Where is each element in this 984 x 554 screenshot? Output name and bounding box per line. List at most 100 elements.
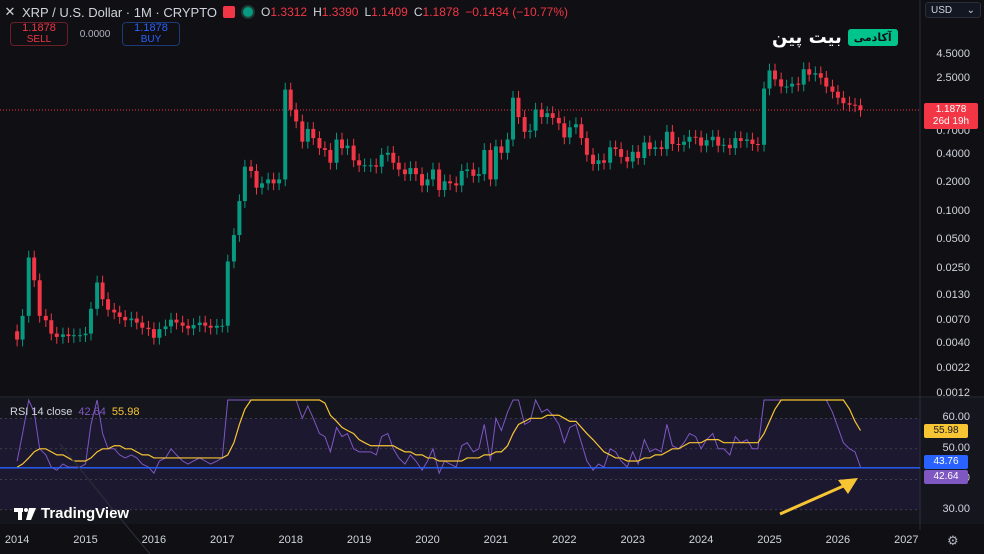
candle-body [266, 179, 271, 184]
candle-body [49, 320, 54, 334]
candle-body [129, 318, 134, 321]
candle-body [288, 89, 293, 110]
candle-body [772, 70, 777, 80]
candle-body [744, 139, 749, 141]
candle-body [755, 143, 760, 145]
candle-body [533, 109, 538, 131]
price-tick-label: 0.0250 [936, 261, 970, 274]
rsi-ma-tag: 55.98 [924, 423, 968, 438]
candle-body [151, 329, 156, 338]
time-tick-label: 2020 [415, 534, 440, 546]
low-value: 1.1409 [371, 5, 408, 19]
candle-body [733, 138, 738, 149]
candle-body [591, 154, 596, 164]
close-icon[interactable]: ✕ [4, 4, 16, 19]
candle-body [15, 331, 20, 340]
candle-body [642, 142, 647, 159]
candle-body [26, 257, 31, 316]
candle-body [368, 165, 373, 167]
candle-body [66, 334, 71, 337]
candle-body [459, 170, 464, 186]
tradingview-icon [14, 507, 36, 520]
candle-body [112, 309, 117, 313]
candle-body [420, 174, 425, 186]
time-tick-label: 2018 [278, 534, 303, 546]
candle-body [20, 315, 25, 340]
flag-icon[interactable] [223, 6, 236, 18]
candle-body [790, 83, 795, 87]
candle-body [601, 160, 606, 163]
candle-body [818, 73, 823, 78]
candle-body [779, 79, 784, 87]
currency-select[interactable]: USD ⌄ [925, 2, 981, 18]
price-tick-label: 4.5000 [936, 48, 970, 61]
candle-body [721, 144, 726, 146]
candle-body [511, 97, 516, 140]
candle-body [516, 97, 521, 118]
candle-body [402, 169, 407, 175]
candle-body [476, 174, 481, 176]
rsi-legend[interactable]: RSI 14 close 42.64 55.98 [10, 406, 140, 418]
time-tick-label: 2024 [688, 534, 714, 546]
candle-body [340, 139, 345, 149]
candle-body [437, 169, 442, 191]
time-tick-label: 2025 [757, 534, 782, 546]
candle-body [186, 325, 191, 329]
candle-body [83, 333, 88, 336]
price-tick-label: 0.1000 [936, 204, 970, 217]
candle-body [545, 113, 550, 118]
price-tick-label: 0.4000 [936, 147, 970, 160]
time-tick-label: 2021 [483, 534, 509, 546]
candle-body [191, 325, 196, 329]
candle-body [625, 156, 630, 162]
price-tick-label: 0.0012 [936, 387, 970, 399]
candle-body [608, 147, 613, 163]
chevron-down-icon: ⌄ [966, 4, 975, 16]
candle-body [430, 169, 435, 180]
rsi-value-tag: 42.64 [924, 470, 968, 485]
symbol-title[interactable]: XRP / U.S. Dollar · 1M · CRYPTO [22, 4, 218, 20]
candle-body [95, 282, 100, 309]
candle-body [539, 109, 544, 118]
candle-body [716, 136, 721, 146]
sell-button[interactable]: 1.1878 SELL [10, 22, 68, 46]
candle-body [379, 154, 384, 167]
candle-body [738, 138, 743, 141]
candle-body [762, 88, 767, 145]
candle-body [596, 160, 601, 164]
candle-body [505, 139, 510, 153]
candle-body [362, 165, 367, 167]
candle-body [271, 179, 276, 184]
candle-body [573, 124, 578, 128]
price-tick-label: 0.2000 [936, 176, 970, 189]
candle-body [231, 235, 236, 262]
candle-body [43, 315, 48, 321]
candle-body [619, 149, 624, 157]
buy-button[interactable]: 1.1878 BUY [122, 22, 180, 46]
rsi-value: 42.64 [78, 406, 106, 418]
candle-body [220, 325, 225, 327]
time-tick-label: 2014 [4, 534, 30, 546]
candle-body [300, 121, 305, 142]
drawing-line [59, 443, 151, 554]
price-tick-label: 0.0040 [936, 337, 970, 350]
candle-body [174, 319, 179, 323]
settings-icon[interactable]: ⚙ [947, 533, 959, 548]
candle-body [471, 169, 476, 176]
candle-body [493, 146, 498, 180]
candle-body [853, 104, 858, 106]
time-tick-label: 2015 [73, 534, 98, 546]
candle-body [801, 69, 806, 85]
candle-body [351, 145, 356, 161]
candle-body [499, 146, 504, 153]
candle-body [242, 166, 247, 202]
candle-body [259, 183, 264, 188]
candle-body [60, 334, 65, 337]
high-value: 1.3390 [321, 5, 359, 19]
candle-body [357, 160, 362, 166]
candle-body [699, 137, 704, 146]
candle-body [664, 131, 669, 150]
time-tick-label: 2022 [552, 534, 577, 546]
